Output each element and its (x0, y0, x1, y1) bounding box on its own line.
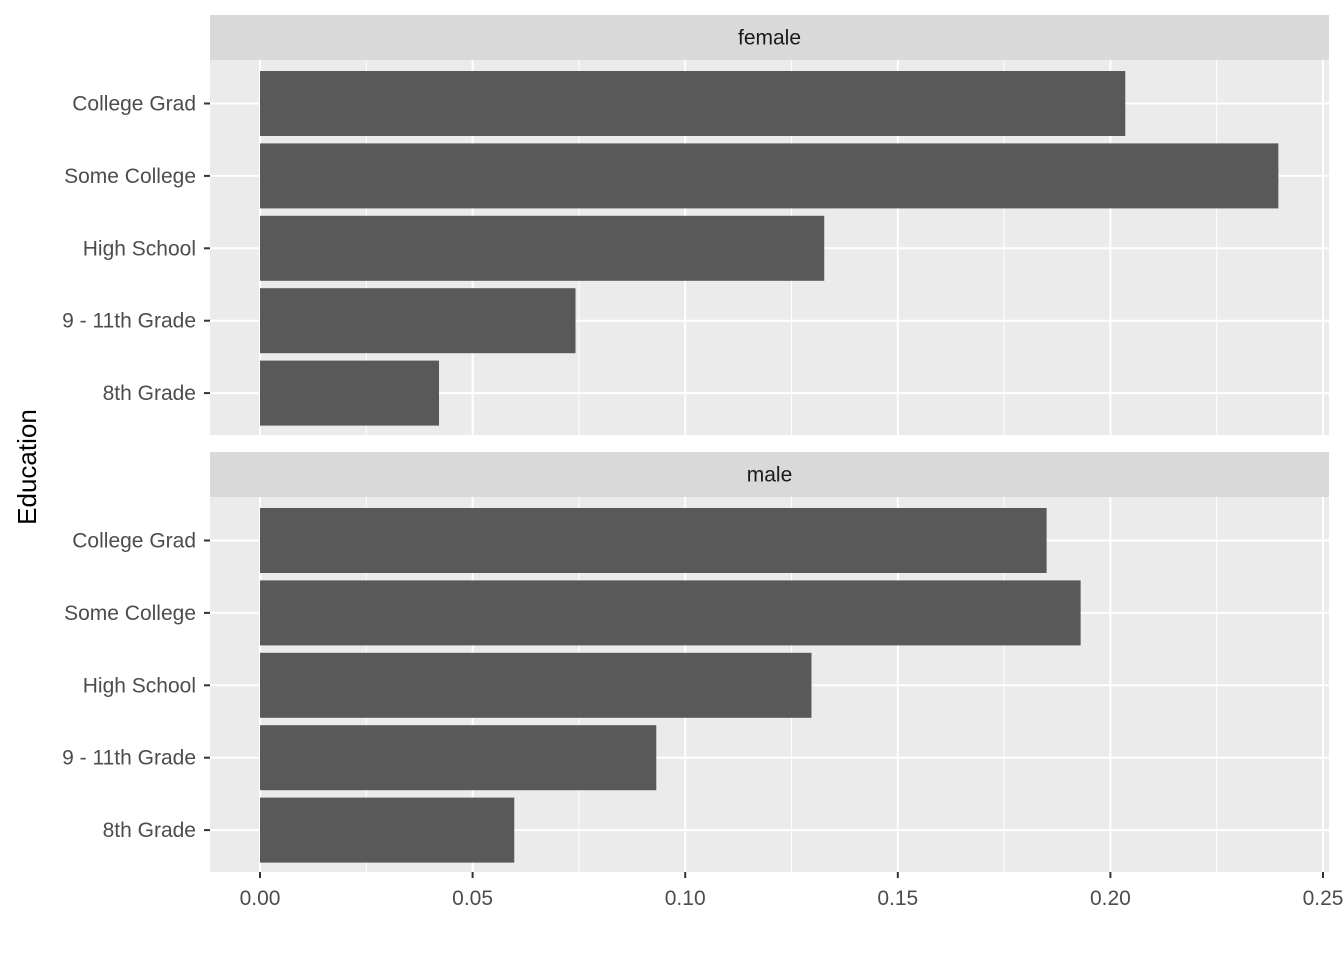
bar-male-3 (260, 725, 657, 791)
strip-label-female: female (738, 27, 801, 50)
bar-female-3 (260, 288, 576, 354)
y-tick-label: High School (83, 674, 196, 697)
bar-male-2 (260, 652, 812, 718)
y-tick-label: 9 - 11th Grade (62, 310, 196, 333)
x-axis: 0.00 0.05 0.10 0.15 0.20 0.25 (240, 872, 1344, 910)
y-tick-label: Some College (64, 602, 196, 625)
y-tick-label: 8th Grade (103, 819, 196, 842)
facet-panels: female College Grad Some College High Schoo… (62, 15, 1329, 872)
y-tick-label: Some College (64, 165, 196, 188)
y-tick-label: 8th Grade (103, 382, 196, 405)
panel-female: female College Grad Some College High Schoo… (62, 15, 1329, 435)
x-tick-label: 0.00 (240, 887, 281, 910)
bar-female-1 (260, 143, 1279, 209)
bar-female-2 (260, 215, 825, 281)
strip-label-male: male (747, 464, 793, 487)
bar-male-4 (260, 797, 515, 863)
y-tick-label: High School (83, 237, 196, 260)
bar-female-0 (260, 71, 1126, 136)
x-tick-label: 0.25 (1303, 887, 1344, 910)
y-tick-label: College Grad (72, 530, 196, 553)
x-tick-label: 0.10 (665, 887, 706, 910)
bar-male-1 (260, 580, 1081, 646)
x-tick-label: 0.15 (877, 887, 918, 910)
y-tick-label: College Grad (72, 93, 196, 116)
y-axis-title: Education (12, 409, 42, 525)
strip-female (210, 15, 1329, 60)
strip-male (210, 452, 1329, 497)
panel-male: male College Grad Some College High School 9… (62, 452, 1329, 872)
x-tick-label: 0.20 (1090, 887, 1131, 910)
bar-female-4 (260, 360, 440, 426)
bar-male-0 (260, 508, 1047, 573)
x-tick-label: 0.05 (452, 887, 493, 910)
y-tick-label: 9 - 11th Grade (62, 747, 196, 770)
